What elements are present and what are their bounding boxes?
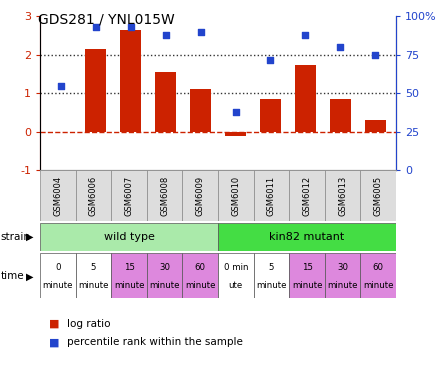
Text: GSM6008: GSM6008	[160, 176, 169, 216]
Text: GSM6006: GSM6006	[89, 176, 98, 216]
Bar	[85, 49, 106, 132]
Bar	[330, 99, 351, 132]
Bar	[40, 223, 218, 251]
Text: minute: minute	[150, 281, 180, 290]
Text: log ratio: log ratio	[67, 319, 110, 329]
Bar	[155, 72, 176, 132]
Text: strain: strain	[1, 232, 31, 242]
Text: 60: 60	[195, 263, 206, 272]
Bar	[120, 30, 141, 132]
Text: 60: 60	[373, 263, 384, 272]
Bar	[218, 170, 254, 221]
Point	[267, 57, 274, 63]
Text: 15: 15	[302, 263, 312, 272]
Text: percentile rank within the sample: percentile rank within the sample	[67, 337, 243, 347]
Bar	[147, 170, 182, 221]
Point	[127, 24, 134, 30]
Text: ■: ■	[49, 319, 60, 329]
Point	[197, 29, 204, 35]
Bar	[111, 170, 147, 221]
Text: GSM6005: GSM6005	[374, 176, 383, 216]
Text: 5: 5	[269, 263, 274, 272]
Bar	[360, 253, 396, 298]
Text: GSM6012: GSM6012	[303, 176, 312, 216]
Text: 30: 30	[337, 263, 348, 272]
Bar	[218, 223, 396, 251]
Text: GSM6011: GSM6011	[267, 176, 276, 216]
Text: GSM6004: GSM6004	[53, 176, 62, 216]
Text: ute: ute	[229, 281, 243, 290]
Text: ▶: ▶	[26, 271, 33, 281]
Text: 5: 5	[91, 263, 96, 272]
Text: GSM6010: GSM6010	[231, 176, 240, 216]
Bar	[76, 170, 111, 221]
Bar	[182, 170, 218, 221]
Point	[162, 32, 169, 38]
Text: minute: minute	[256, 281, 287, 290]
Text: minute: minute	[43, 281, 73, 290]
Bar	[364, 120, 385, 132]
Text: minute: minute	[363, 281, 393, 290]
Bar	[40, 170, 76, 221]
Text: minute: minute	[185, 281, 215, 290]
Text: wild type: wild type	[104, 232, 154, 242]
Point	[57, 83, 65, 89]
Text: GSM6007: GSM6007	[125, 176, 134, 216]
Text: 0: 0	[55, 263, 61, 272]
Text: 15: 15	[124, 263, 134, 272]
Text: ■: ■	[49, 337, 60, 347]
Bar	[111, 253, 147, 298]
Text: 30: 30	[159, 263, 170, 272]
Bar	[260, 99, 281, 132]
Text: kin82 mutant: kin82 mutant	[269, 232, 345, 242]
Text: minute: minute	[78, 281, 109, 290]
Bar	[360, 170, 396, 221]
Bar	[225, 132, 246, 137]
Point	[232, 109, 239, 115]
Text: minute: minute	[328, 281, 358, 290]
Bar	[40, 253, 76, 298]
Bar	[254, 170, 289, 221]
Bar	[76, 253, 111, 298]
Bar	[325, 253, 360, 298]
Text: GDS281 / YNL015W: GDS281 / YNL015W	[38, 13, 174, 27]
Text: time: time	[1, 271, 24, 281]
Text: GSM6013: GSM6013	[338, 176, 347, 216]
Text: minute: minute	[114, 281, 144, 290]
Point	[92, 24, 99, 30]
Text: GSM6009: GSM6009	[196, 176, 205, 216]
Point	[337, 44, 344, 50]
Bar	[254, 253, 289, 298]
Bar	[295, 64, 316, 132]
Text: ▶: ▶	[26, 232, 33, 242]
Text: 0 min: 0 min	[223, 263, 248, 272]
Bar	[289, 170, 325, 221]
Bar	[182, 253, 218, 298]
Point	[302, 32, 309, 38]
Bar	[190, 89, 211, 132]
Text: minute: minute	[292, 281, 322, 290]
Bar	[325, 170, 360, 221]
Bar	[147, 253, 182, 298]
Point	[372, 52, 379, 58]
Bar	[218, 253, 254, 298]
Bar	[289, 253, 325, 298]
